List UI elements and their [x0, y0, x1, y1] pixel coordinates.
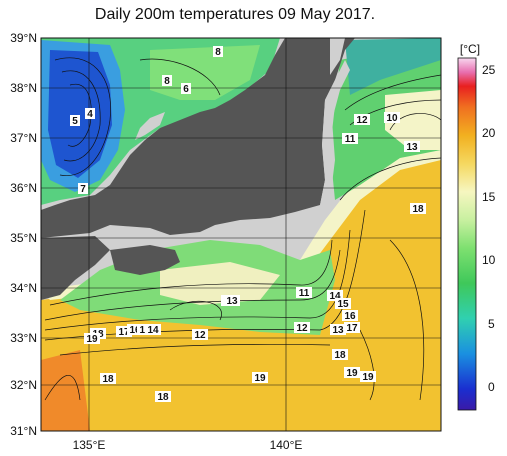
lat-tick: 34°N	[10, 281, 37, 295]
lat-tick: 38°N	[10, 81, 37, 95]
contour-label: 12	[296, 323, 308, 334]
contour-label-box	[145, 324, 161, 335]
contour-label-box	[162, 75, 172, 86]
contour-label: 8	[215, 47, 221, 58]
contour-label: 14	[147, 325, 159, 336]
contour-label: 13	[332, 325, 344, 336]
contour-label-box	[296, 287, 312, 298]
graticule	[41, 38, 441, 431]
colorbar-tick: 5	[488, 317, 495, 331]
colorbar-scale	[457, 57, 477, 411]
map-title: Daily 200m temperatures 09 May 2017.	[94, 6, 376, 23]
contour-label-box	[127, 324, 143, 335]
contour-label: 18	[334, 350, 346, 361]
contour-label-box	[335, 298, 351, 309]
contour-label-box	[354, 114, 370, 125]
contour-label: 17	[346, 323, 358, 334]
contour-label: 15	[337, 299, 349, 310]
colorbar-tick: 20	[482, 126, 496, 140]
lon-tick: 135°E	[73, 438, 106, 452]
warm-patch-north	[150, 45, 260, 100]
lat-tick: 32°N	[10, 378, 37, 392]
contour-label: 18	[102, 374, 114, 385]
contour-label-box	[85, 108, 95, 119]
contour-label: 16	[344, 311, 356, 322]
contour-label: 13	[226, 296, 238, 307]
lat-tick: 35°N	[10, 231, 37, 245]
colorbar: [°C] 25 20 15 10 5 0	[457, 42, 496, 411]
colorbar-tick: 25	[482, 63, 496, 77]
hot-patch-southwest	[41, 350, 90, 431]
contour-label-box	[224, 295, 240, 306]
lat-tick: 36°N	[10, 181, 37, 195]
contour-label-box	[181, 83, 191, 94]
east-warm-eddy	[385, 90, 441, 150]
contour-label-box	[342, 310, 358, 321]
contour-label-box	[330, 324, 346, 335]
contour-labels: 8865471210111318111415161713121312131819…	[70, 46, 426, 403]
contour-label: 5	[72, 116, 78, 127]
contour-label-box	[327, 290, 343, 301]
contour-label: 19	[346, 368, 358, 379]
contour-label: 18	[157, 392, 169, 403]
land-kii-peninsula	[110, 245, 180, 275]
contour-label-box	[344, 367, 360, 378]
contour-label-box	[155, 391, 171, 402]
contour-label: 19	[86, 334, 98, 345]
contour-label-box	[116, 326, 132, 337]
contour-label-box	[342, 133, 358, 144]
colorbar-unit: [°C]	[460, 42, 480, 56]
map-area	[41, 38, 441, 431]
contour-label: 11	[299, 288, 310, 299]
contour-label: 12	[194, 330, 206, 341]
noto-no-data	[135, 112, 165, 140]
contour-label: 13	[406, 142, 418, 153]
contour-label-box	[294, 322, 310, 333]
map-frame	[40, 37, 442, 432]
coastal-no-data	[320, 60, 350, 205]
contour-label-box	[410, 203, 426, 214]
contour-label-box	[84, 333, 100, 344]
pale-patch-shelf	[160, 262, 280, 305]
contour-label-box	[332, 349, 348, 360]
contour-label-box	[213, 46, 223, 57]
contour-label: 14	[329, 291, 341, 302]
longitude-axis: 135°E 140°E	[73, 438, 303, 452]
contour-label: 12	[356, 115, 368, 126]
contour-label: 16	[129, 325, 141, 336]
contour-label-box	[70, 115, 80, 126]
contour-label: 10	[386, 113, 398, 124]
lat-tick: 31°N	[10, 424, 37, 438]
cold-eddy-core	[48, 50, 112, 178]
contour-label-box	[344, 322, 360, 333]
contour-label: 4	[87, 109, 93, 120]
colorbar-tick: 0	[488, 380, 495, 394]
contour-label-box	[78, 183, 88, 194]
contour-label: 19	[254, 373, 266, 384]
contour-label: 11	[345, 134, 356, 145]
contour-label: 7	[80, 184, 86, 195]
lat-tick: 37°N	[10, 131, 37, 145]
colorbar-tick: 10	[482, 253, 496, 267]
contour-label-box	[192, 329, 208, 340]
contour-label-box	[360, 371, 376, 382]
land-shikoku-kii	[41, 236, 110, 300]
contour-label: 18	[412, 204, 424, 215]
lat-tick: 33°N	[10, 331, 37, 345]
contour-label-box	[100, 373, 116, 384]
colorbar-tick: 15	[482, 190, 496, 204]
lat-tick: 39°N	[10, 31, 37, 45]
contour-label: 6	[183, 84, 189, 95]
lon-tick: 140°E	[270, 438, 303, 452]
contour-label-box	[404, 141, 420, 152]
north-east-cold	[345, 38, 441, 95]
contour-label-box	[384, 112, 400, 123]
contour-label: 19	[362, 372, 374, 383]
latitude-axis: 39°N 38°N 37°N 36°N 35°N 34°N 33°N 32°N …	[10, 31, 37, 438]
no-data-strip	[330, 38, 345, 75]
contour-label: 8	[164, 76, 170, 87]
contour-label: 17	[118, 327, 130, 338]
contour-label-box	[252, 372, 268, 383]
